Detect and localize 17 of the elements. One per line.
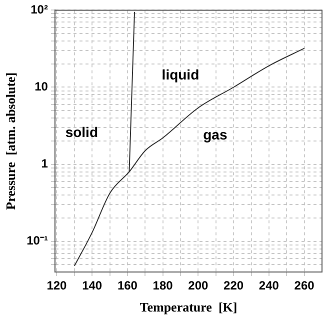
x-tick-label: 140 bbox=[82, 278, 102, 293]
annotation: solid bbox=[65, 124, 98, 140]
x-tick-label: 260 bbox=[294, 278, 315, 293]
x-tick-label: 200 bbox=[188, 278, 209, 293]
annotation: liquid bbox=[162, 66, 200, 83]
x-tick-label: 120 bbox=[46, 278, 68, 293]
x-tick-label: 180 bbox=[152, 278, 174, 293]
x-tick-label: 220 bbox=[224, 278, 244, 293]
annotation: gas bbox=[203, 126, 228, 143]
y-tick-label: 10⁻¹ bbox=[26, 234, 48, 248]
y-tick-label: 10² bbox=[30, 2, 48, 17]
x-tick-label: 240 bbox=[258, 278, 280, 293]
y-axis-title: Pressure [atm. absolute] bbox=[3, 72, 18, 210]
x-axis-title: Temperature [K] bbox=[140, 300, 238, 315]
x-tick-label: 160 bbox=[117, 278, 138, 293]
y-tick-label: 10 bbox=[34, 80, 48, 94]
y-tick-label: 1 bbox=[41, 156, 48, 171]
